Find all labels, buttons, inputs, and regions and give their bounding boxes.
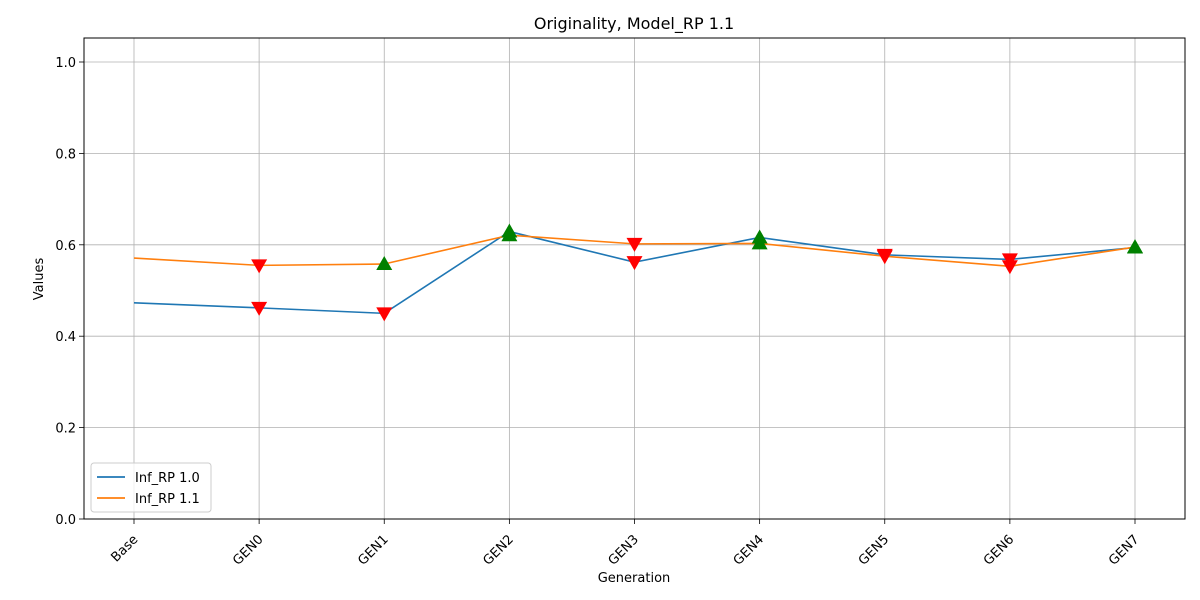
legend-label-series-0: Inf_RP 1.0 — [135, 471, 200, 486]
y-tick-label: 0.4 — [55, 330, 76, 345]
up-marker-series-1 — [1127, 239, 1143, 254]
legend: Inf_RP 1.0 Inf_RP 1.1 — [90, 462, 212, 513]
y-tick-label: 0.8 — [55, 147, 76, 162]
up-marker-series-1 — [376, 255, 393, 270]
down-marker-series-1 — [251, 259, 268, 274]
down-marker-series-1 — [876, 250, 893, 265]
y-axis-label: Values — [32, 258, 47, 301]
chart-title: Originality, Model_RP 1.1 — [534, 14, 734, 34]
y-tick-label: 1.0 — [55, 56, 76, 71]
y-tick-label: 0.0 — [55, 513, 76, 528]
y-tick-label: 0.6 — [55, 239, 76, 254]
up-marker-series-1 — [501, 227, 518, 242]
y-tick-label: 0.2 — [55, 422, 76, 437]
down-marker-series-1 — [1001, 260, 1018, 275]
down-marker-series-0 — [376, 307, 393, 322]
legend-label-series-1: Inf_RP 1.1 — [135, 492, 200, 507]
down-marker-series-0 — [626, 256, 643, 271]
down-marker-series-1 — [626, 237, 643, 252]
marker-layer — [251, 223, 1143, 322]
x-axis-label: Generation — [598, 571, 671, 586]
down-marker-series-0 — [251, 301, 268, 316]
legend-box — [90, 462, 212, 513]
up-marker-series-1 — [751, 235, 768, 250]
